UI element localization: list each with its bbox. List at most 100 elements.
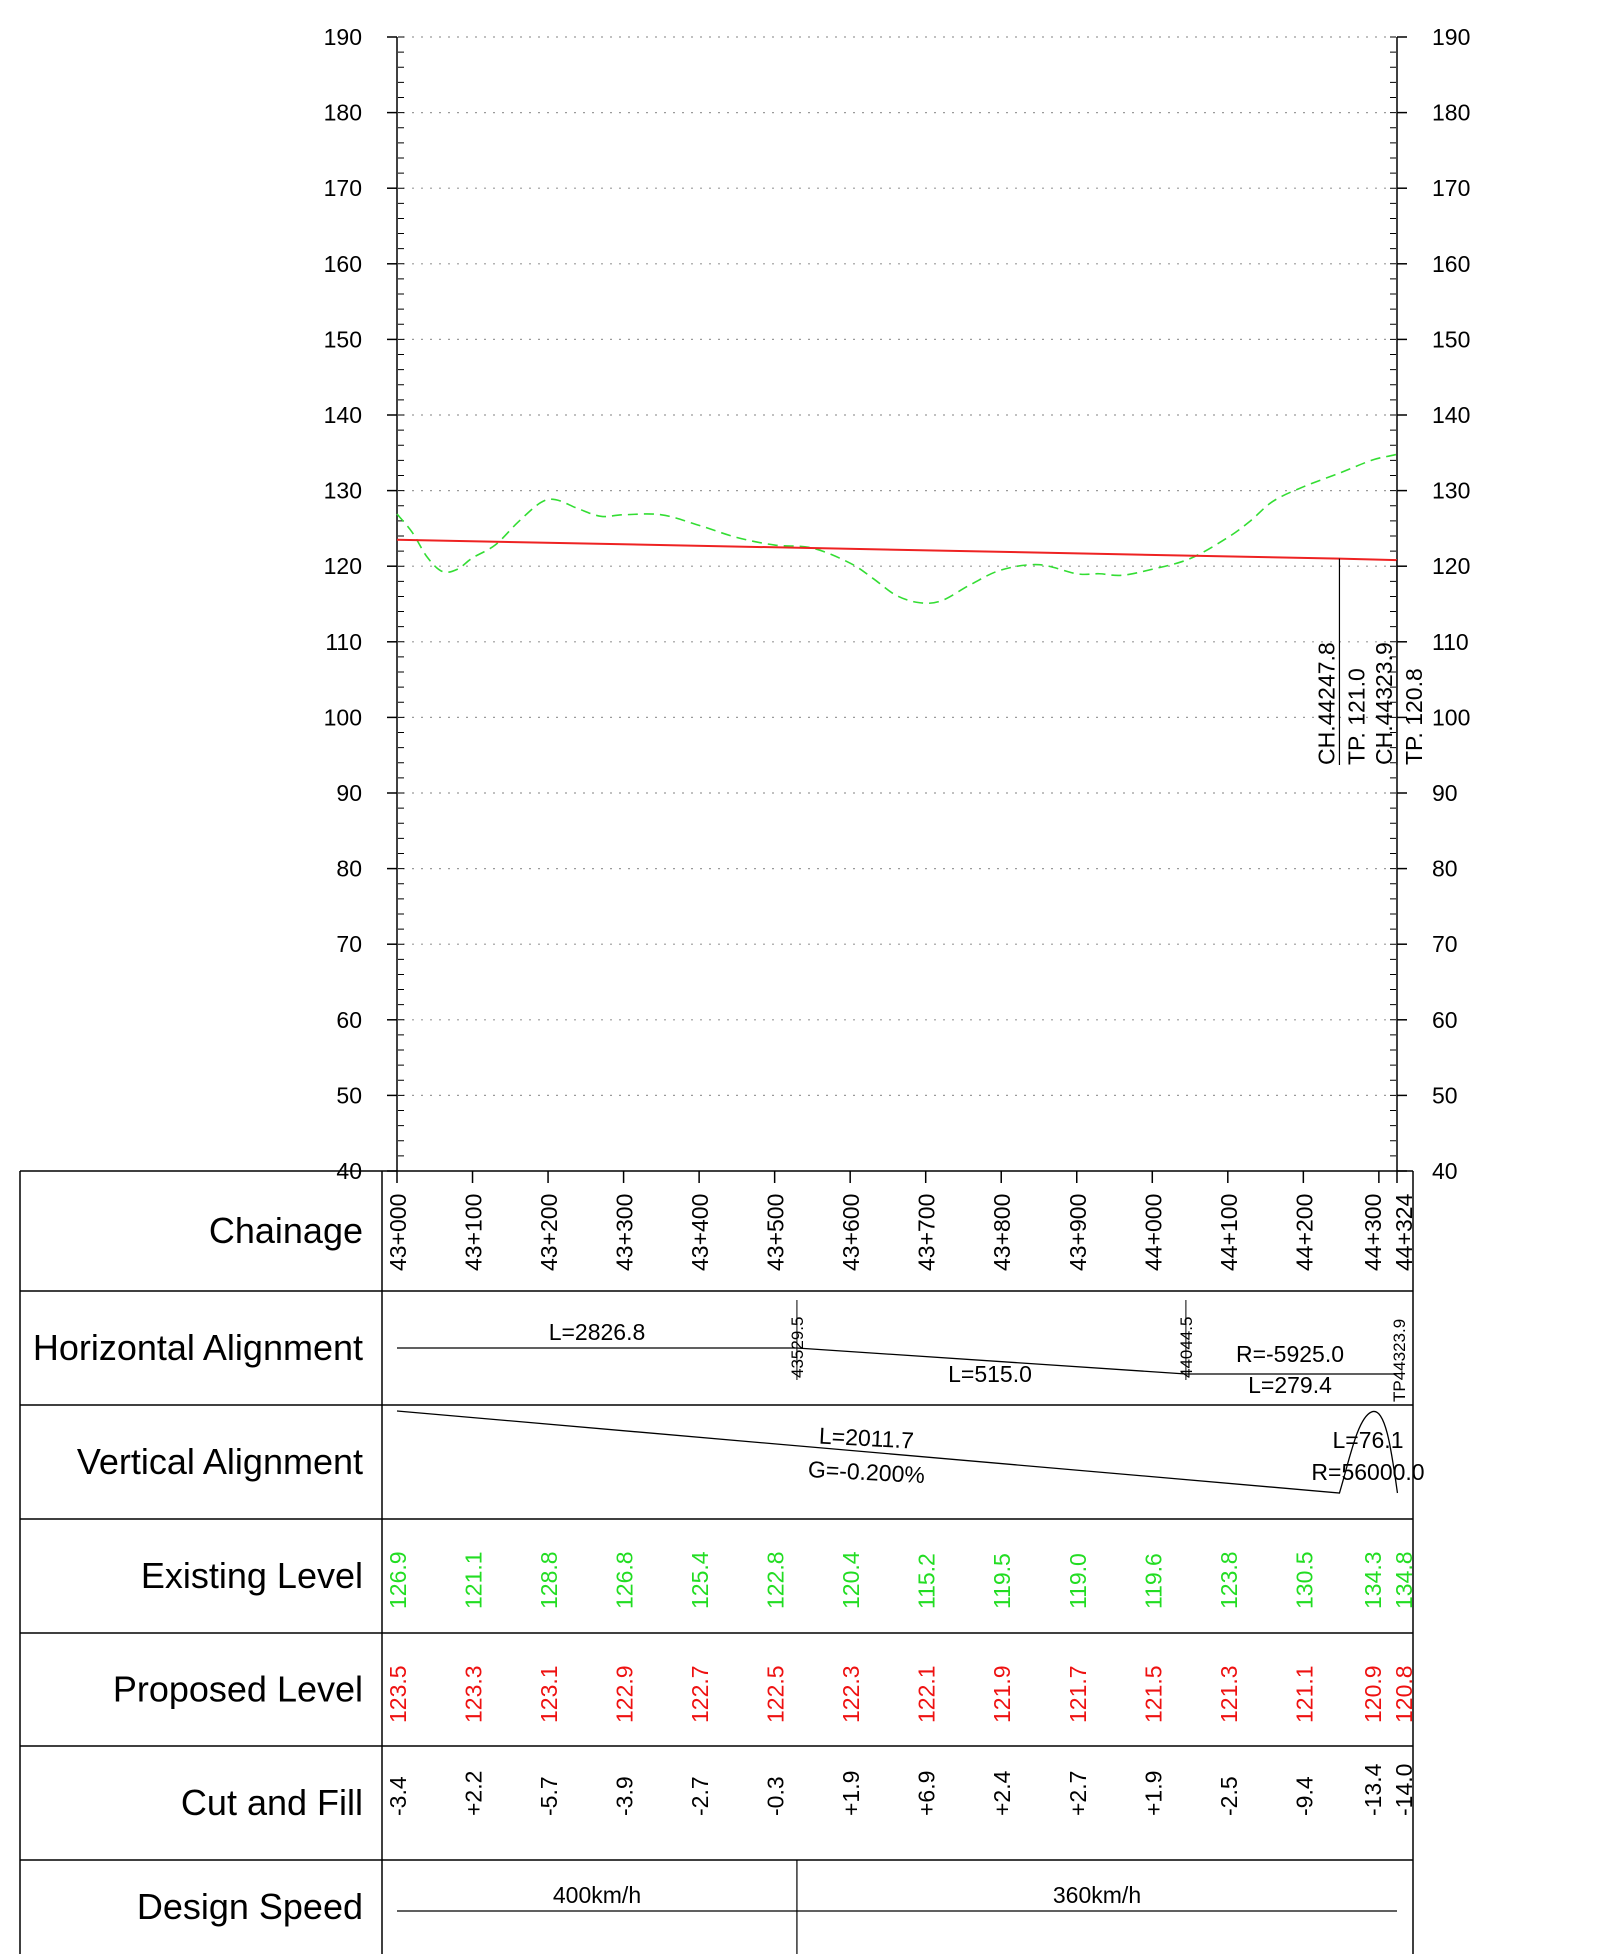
y-tick-label-right: 120 xyxy=(1432,553,1470,579)
existing-level-value: 134.3 xyxy=(1360,1551,1386,1609)
va-radius-label: R=56000.0 xyxy=(1311,1459,1424,1485)
existing-level-value: 119.6 xyxy=(1140,1553,1166,1609)
y-tick-label-right: 140 xyxy=(1432,402,1470,428)
chainage-label: 44+300 xyxy=(1360,1194,1386,1271)
chainage-label: 43+500 xyxy=(763,1194,789,1271)
y-tick-label-left: 100 xyxy=(324,704,362,730)
y-tick-label-left: 50 xyxy=(336,1082,362,1108)
chainage-annotations: CH.44247.8 TP. 121.0 CH.44323.9 TP. 120.8 xyxy=(1313,558,1427,765)
y-tick-label-left: 150 xyxy=(324,326,362,352)
y-tick-label-right: 150 xyxy=(1432,326,1470,352)
ha-length-label: L=279.4 xyxy=(1248,1372,1332,1398)
row-title-horizontal-alignment: Horizontal Alignment xyxy=(33,1327,363,1368)
existing-level-value: 115.2 xyxy=(914,1553,940,1609)
y-minor-ticks xyxy=(398,36,1396,1172)
proposed-level-value: 122.1 xyxy=(914,1665,940,1723)
chainage-label: 43+900 xyxy=(1065,1194,1091,1271)
y-tick-label-left: 180 xyxy=(324,100,362,126)
ha-station-label: 43529.5 xyxy=(788,1317,807,1378)
cut-fill-value: +6.9 xyxy=(914,1771,940,1816)
y-tick-label-right: 180 xyxy=(1432,100,1470,126)
existing-level-value: 119.5 xyxy=(989,1553,1015,1609)
annotation-label: CH.44247.8 xyxy=(1313,642,1339,765)
existing-level-value: 134.8 xyxy=(1391,1551,1417,1609)
cut-fill-value: +2.7 xyxy=(1065,1771,1091,1816)
y-tick-label-left: 110 xyxy=(325,629,362,655)
proposed-level-value: 123.1 xyxy=(536,1665,562,1723)
y-tick-label-right: 100 xyxy=(1432,704,1470,730)
proposed-level-value: 121.9 xyxy=(989,1665,1015,1723)
chainage-label: 44+000 xyxy=(1140,1194,1166,1271)
y-tick-label-left: 160 xyxy=(324,251,362,277)
ha-station-label: 44044.5 xyxy=(1177,1317,1196,1378)
proposed-level-value: 121.1 xyxy=(1291,1665,1317,1723)
proposed-level-value: 123.3 xyxy=(461,1665,487,1723)
y-tick-label-left: 90 xyxy=(336,780,362,806)
ha-length-label: L=2826.8 xyxy=(549,1319,646,1345)
va-length-label: L=2011.7 xyxy=(818,1423,914,1454)
series-existing-ground xyxy=(396,453,1398,605)
chainage-label: 43+800 xyxy=(989,1194,1015,1271)
y-tick-label-right: 50 xyxy=(1432,1082,1458,1108)
profile-table: Chainage Horizontal Alignment Vertical Ali… xyxy=(19,1170,1425,1954)
row-title-cut-and-fill: Cut and Fill xyxy=(181,1782,363,1823)
chainage-label: 43+300 xyxy=(612,1194,638,1271)
existing-level-value: 128.8 xyxy=(536,1551,562,1609)
cut-fill-value: -5.7 xyxy=(536,1776,562,1816)
row-title-proposed-level: Proposed Level xyxy=(113,1669,363,1710)
y-tick-label-left: 60 xyxy=(336,1007,362,1033)
chainage-label: 44+324 xyxy=(1391,1193,1417,1271)
design-speed-label: 400km/h xyxy=(553,1882,641,1908)
y-tick-label-right: 160 xyxy=(1432,251,1470,277)
proposed-level-value: 120.8 xyxy=(1391,1665,1417,1723)
existing-level-value: 125.4 xyxy=(687,1551,713,1609)
y-tick-label-left: 80 xyxy=(336,856,362,882)
y-tick-label-right: 70 xyxy=(1432,931,1458,957)
existing-level-value: 122.8 xyxy=(763,1551,789,1609)
cut-fill-value: -3.4 xyxy=(385,1776,411,1816)
ha-station-label: TP44323.9 xyxy=(1390,1319,1409,1402)
cut-fill-value: +2.2 xyxy=(461,1771,487,1816)
y-tick-label-right: 190 xyxy=(1432,24,1470,50)
va-grade-label: G=-0.200% xyxy=(807,1456,925,1488)
existing-level-value: 121.1 xyxy=(461,1551,487,1609)
chainage-label: 43+600 xyxy=(838,1194,864,1271)
cut-fill-value: +2.4 xyxy=(989,1770,1015,1816)
existing-level-value: 123.8 xyxy=(1216,1551,1242,1609)
row-title-design-speed: Design Speed xyxy=(137,1886,363,1927)
chainage-label: 43+000 xyxy=(385,1194,411,1271)
chainage-label: 43+100 xyxy=(461,1194,487,1271)
cut-fill-value: -13.4 xyxy=(1360,1763,1386,1816)
cut-fill-value: -2.7 xyxy=(687,1776,713,1816)
y-tick-label-left: 190 xyxy=(324,24,362,50)
existing-level-value: 120.4 xyxy=(838,1551,864,1609)
chainage-label: 44+100 xyxy=(1216,1194,1242,1271)
cut-fill-value: +1.9 xyxy=(838,1771,864,1816)
cut-fill-value: -0.3 xyxy=(763,1776,789,1816)
annotation-label: CH.44323.9 xyxy=(1371,642,1397,765)
design-speed-label: 360km/h xyxy=(1053,1882,1141,1908)
y-tick-label-right: 80 xyxy=(1432,856,1458,882)
existing-level-value: 126.8 xyxy=(612,1551,638,1609)
gridlines xyxy=(403,36,1391,1097)
annotation-label: TP. 120.8 xyxy=(1401,668,1427,765)
proposed-level-value: 122.3 xyxy=(838,1665,864,1723)
proposed-level-value: 122.7 xyxy=(687,1665,713,1723)
y-tick-label-right: 60 xyxy=(1432,1007,1458,1033)
horizontal-alignment-line xyxy=(397,1347,1397,1375)
series-proposed-level xyxy=(396,538,1398,562)
proposed-level-value: 122.5 xyxy=(763,1665,789,1723)
y-tick-label-left: 130 xyxy=(324,478,362,504)
chainage-label: 44+200 xyxy=(1291,1194,1317,1271)
y-tick-label-right: 130 xyxy=(1432,478,1470,504)
profile-series xyxy=(396,453,1398,605)
y-tick-label-left: 170 xyxy=(324,175,362,201)
proposed-level-value: 121.3 xyxy=(1216,1665,1242,1723)
proposed-level-value: 123.5 xyxy=(385,1665,411,1723)
existing-level-value: 119.0 xyxy=(1065,1553,1091,1609)
proposed-level-value: 122.9 xyxy=(612,1665,638,1723)
existing-level-value: 126.9 xyxy=(385,1551,411,1609)
ha-length-label: L=515.0 xyxy=(948,1361,1032,1387)
proposed-level-value: 121.5 xyxy=(1140,1665,1166,1723)
va-curve-length-label: L=76.1 xyxy=(1333,1427,1404,1453)
